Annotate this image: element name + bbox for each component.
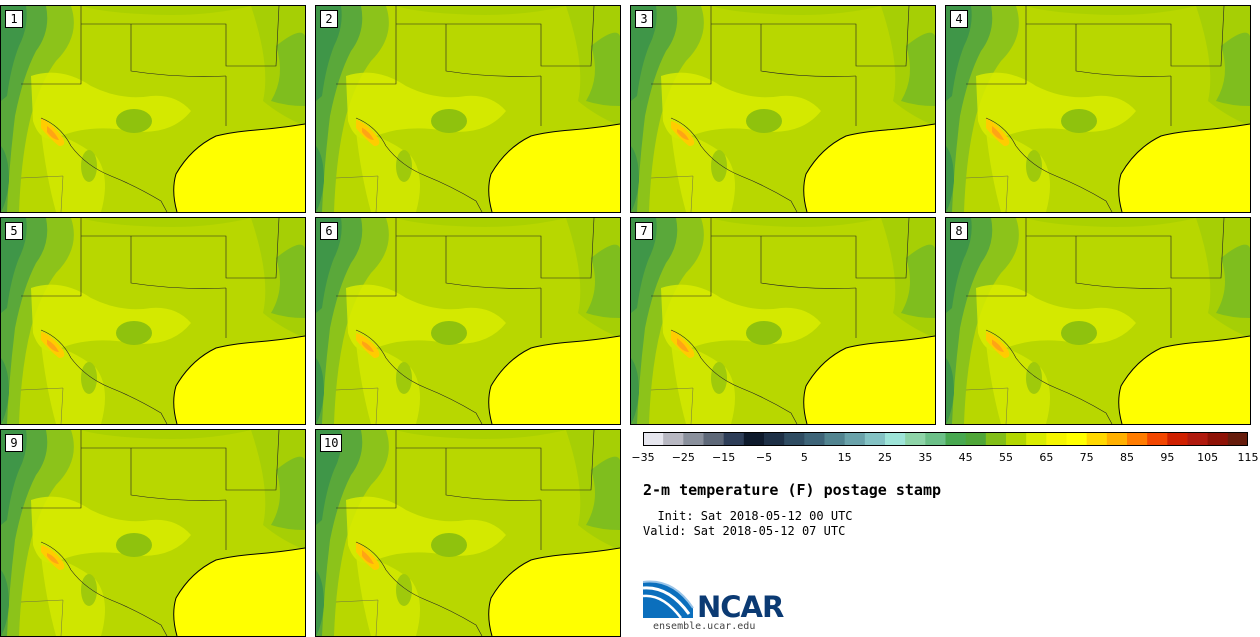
temperature-map — [316, 218, 620, 424]
panel-number: 1 — [5, 10, 23, 28]
init-time: Init: Sat 2018-05-12 00 UTC — [643, 509, 853, 523]
valid-time: Valid: Sat 2018-05-12 07 UTC — [643, 524, 846, 538]
colorbar-swatch — [683, 432, 704, 446]
map-panel-3: 3 — [630, 5, 936, 213]
colorbar-swatch — [1006, 432, 1027, 446]
temperature-map — [316, 430, 620, 636]
ncar-url: ensemble.ucar.edu — [653, 621, 756, 632]
temperature-map — [1, 6, 305, 212]
colorbar-swatch — [844, 432, 866, 446]
colorbar-tick-label: −25 — [671, 451, 695, 464]
temperature-map — [946, 218, 1250, 424]
colorbar-tick-label: −15 — [712, 451, 736, 464]
colorbar-swatch — [1227, 432, 1248, 446]
colorbar-swatch — [885, 432, 906, 446]
colorbar-swatch — [1106, 432, 1128, 446]
colorbar-swatch — [1147, 432, 1168, 446]
temperature-map — [631, 6, 935, 212]
panel-number: 7 — [635, 222, 653, 240]
colorbar-swatch — [945, 432, 967, 446]
colorbar-tick-label: 15 — [837, 451, 852, 464]
panel-number: 2 — [320, 10, 338, 28]
colorbar-swatch — [784, 432, 805, 446]
map-panel-7: 7 — [630, 217, 936, 425]
colorbar-swatch — [824, 432, 846, 446]
ncar-logo-icon — [643, 580, 694, 619]
temperature-map — [1, 430, 305, 636]
colorbar-tick-label: 35 — [918, 451, 933, 464]
map-panel-9: 9 — [0, 429, 306, 637]
temperature-map — [1, 218, 305, 424]
map-panel-6: 6 — [315, 217, 621, 425]
ncar-logo-text: NCAR — [697, 590, 784, 624]
colorbar-tick-label: 95 — [1160, 451, 1175, 464]
temperature-map — [946, 6, 1250, 212]
colorbar-tick-label: 55 — [999, 451, 1013, 464]
map-panel-8: 8 — [945, 217, 1251, 425]
colorbar-swatch — [925, 432, 946, 446]
colorbar-swatch — [1127, 432, 1148, 446]
panel-number: 6 — [320, 222, 338, 240]
colorbar-border — [643, 432, 1248, 446]
colorbar-swatch — [1086, 432, 1108, 446]
panel-number: 8 — [950, 222, 968, 240]
colorbar-tick-label: 115 — [1237, 451, 1259, 464]
colorbar-tick-label: −5 — [755, 451, 773, 464]
colorbar-swatch — [1187, 432, 1209, 446]
colorbar-swatch — [1046, 432, 1067, 446]
map-panel-5: 5 — [0, 217, 306, 425]
colorbar-swatch — [764, 432, 785, 446]
colorbar-tick-label: 75 — [1079, 451, 1094, 464]
map-panel-4: 4 — [945, 5, 1251, 213]
panel-number: 5 — [5, 222, 23, 240]
colorbar-tick-label: 5 — [800, 451, 808, 464]
colorbar-swatch — [703, 432, 725, 446]
colorbar-tick-label: 25 — [878, 451, 892, 464]
colorbar-swatch — [663, 432, 684, 446]
colorbar-swatch — [1207, 432, 1229, 446]
panel-number: 10 — [320, 434, 343, 452]
temperature-map — [316, 6, 620, 212]
colorbar-swatch — [1026, 432, 1047, 446]
map-panel-2: 2 — [315, 5, 621, 213]
map-panel-10: 10 — [315, 429, 621, 637]
colorbar-tick-label: 65 — [1039, 451, 1054, 464]
colorbar-swatch — [643, 432, 664, 446]
colorbar-tick-label: 85 — [1120, 451, 1134, 464]
colorbar-tick-label: 105 — [1197, 451, 1219, 464]
colorbar-swatch — [1167, 432, 1188, 446]
map-panel-1: 1 — [0, 5, 306, 213]
colorbar-swatch — [985, 432, 1007, 446]
panel-number: 4 — [950, 10, 968, 28]
colorbar-swatch — [804, 432, 825, 446]
colorbar — [643, 432, 1248, 446]
panel-number: 3 — [635, 10, 653, 28]
colorbar-tick-label: −35 — [631, 451, 655, 464]
temperature-map — [631, 218, 935, 424]
colorbar-tick-label: 45 — [958, 451, 973, 464]
colorbar-swatch — [743, 432, 765, 446]
colorbar-labels: −35 −25 −15 −5 5 15 25 35 45 55 65 75 85 95 105 115 — [631, 451, 1258, 467]
colorbar-swatch — [905, 432, 926, 446]
colorbar-swatch — [723, 432, 745, 446]
colorbar-swatch — [965, 432, 987, 446]
chart-title: 2-m temperature (F) postage stamp — [643, 481, 942, 499]
colorbar-swatch — [864, 432, 886, 446]
panel-number: 9 — [5, 434, 23, 452]
colorbar-swatch — [1066, 432, 1088, 446]
